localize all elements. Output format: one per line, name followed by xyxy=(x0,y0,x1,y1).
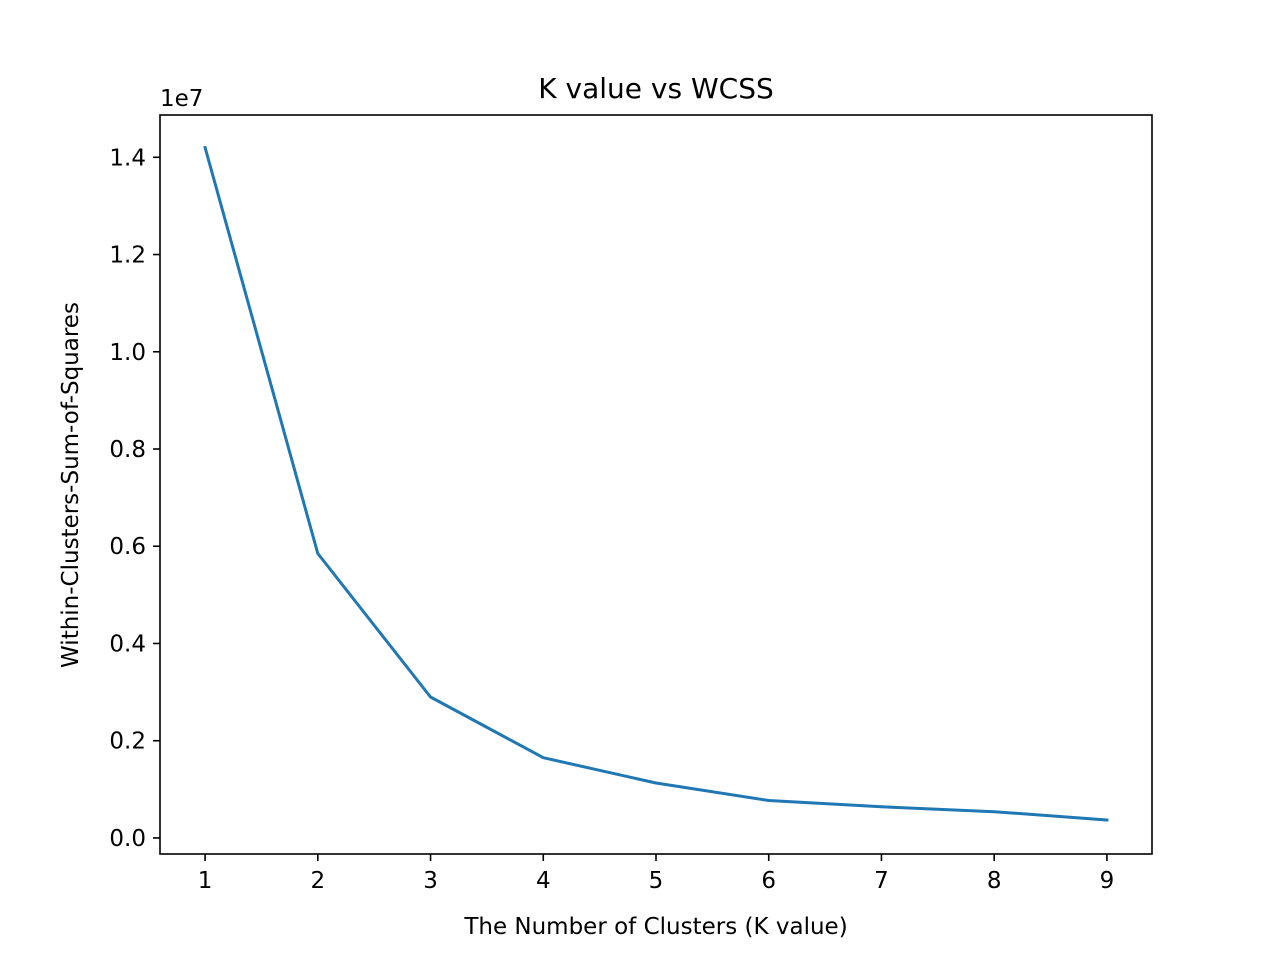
chart-title: K value vs WCSS xyxy=(538,72,773,105)
y-axis: 0.0 0.2 0.4 0.6 0.8 1.0 1.2 1.4 xyxy=(109,145,160,852)
y-tick-label: 1.0 xyxy=(109,340,146,366)
x-tick-label: 2 xyxy=(310,868,325,894)
x-tick-label: 6 xyxy=(761,868,776,894)
y-axis-label: Within-Clusters-Sum-of-Squares xyxy=(58,302,84,668)
x-axis: 1 2 3 4 5 6 7 8 9 xyxy=(198,854,1114,894)
series-layer xyxy=(203,145,1109,822)
y-tick-label: 0.2 xyxy=(109,729,146,755)
y-tick-label: 0.0 xyxy=(109,826,146,852)
x-tick-label: 4 xyxy=(536,868,551,894)
y-tick-label: 0.4 xyxy=(109,631,146,657)
y-tick-label: 1.2 xyxy=(109,243,146,269)
y-offset-label: 1e7 xyxy=(160,86,203,112)
series-line-0 xyxy=(203,145,1109,822)
y-tick-label: 1.4 xyxy=(109,145,146,171)
y-tick-label: 0.6 xyxy=(109,534,146,560)
x-axis-label: The Number of Clusters (K value) xyxy=(463,914,847,940)
x-tick-label: 3 xyxy=(423,868,438,894)
y-tick-label: 0.8 xyxy=(109,437,146,463)
x-tick-label: 5 xyxy=(649,868,664,894)
x-tick-label: 9 xyxy=(1100,868,1115,894)
x-tick-label: 1 xyxy=(198,868,213,894)
plot-background xyxy=(160,115,1152,854)
x-tick-label: 7 xyxy=(874,868,889,894)
x-tick-label: 8 xyxy=(987,868,1002,894)
plot-area xyxy=(160,115,1152,854)
plot-frame xyxy=(159,114,1153,855)
